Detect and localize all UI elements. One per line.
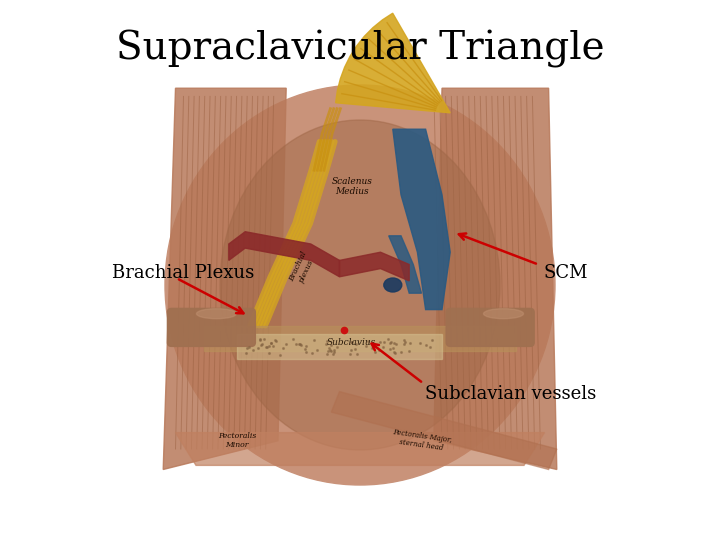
- Text: Subclavian vessels: Subclavian vessels: [425, 385, 596, 403]
- Polygon shape: [340, 252, 409, 281]
- Polygon shape: [237, 334, 442, 359]
- Text: SCM: SCM: [544, 264, 588, 282]
- Polygon shape: [229, 232, 340, 277]
- Text: Brachial Plexus: Brachial Plexus: [112, 264, 254, 282]
- Polygon shape: [336, 13, 450, 113]
- FancyBboxPatch shape: [446, 308, 534, 346]
- Text: Pectoralis Major,
sternal head: Pectoralis Major, sternal head: [391, 428, 452, 454]
- Ellipse shape: [220, 120, 500, 450]
- Polygon shape: [204, 326, 516, 350]
- Ellipse shape: [384, 278, 402, 292]
- Ellipse shape: [197, 309, 236, 319]
- Ellipse shape: [165, 85, 555, 485]
- FancyBboxPatch shape: [167, 308, 256, 346]
- Ellipse shape: [484, 309, 523, 319]
- Polygon shape: [393, 129, 450, 309]
- Polygon shape: [389, 236, 421, 293]
- Text: Brachial
plexus: Brachial plexus: [288, 251, 318, 287]
- Polygon shape: [163, 88, 287, 469]
- Text: Subclavius: Subclavius: [327, 338, 377, 347]
- Text: Scalenus
Medius: Scalenus Medius: [331, 177, 372, 197]
- Text: Supraclavicular Triangle: Supraclavicular Triangle: [116, 30, 604, 68]
- Polygon shape: [433, 88, 557, 469]
- Polygon shape: [176, 433, 544, 465]
- Polygon shape: [331, 392, 557, 469]
- Text: Pectoralis
Minor: Pectoralis Minor: [218, 432, 256, 449]
